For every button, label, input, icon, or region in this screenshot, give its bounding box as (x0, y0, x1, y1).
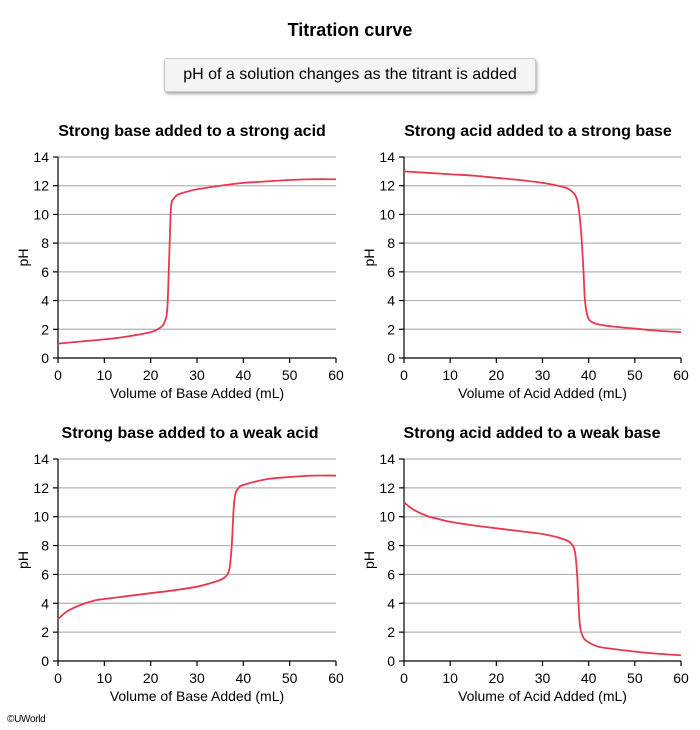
y-tick-label: 4 (387, 293, 395, 309)
y-tick-label: 10 (379, 509, 395, 525)
x-tick-label: 50 (282, 367, 298, 383)
x-tick-label: 10 (97, 670, 113, 686)
x-axis-label: Volume of Base Added (mL) (110, 385, 284, 401)
x-tick-label: 40 (581, 670, 597, 686)
y-tick-label: 8 (387, 235, 395, 251)
titration-curve (403, 501, 682, 657)
copyright-credit: ©UWorld (7, 714, 46, 725)
chart-title: Strong acid added to a weak base (404, 425, 661, 442)
y-tick-label: 14 (33, 451, 49, 467)
y-tick-label: 6 (387, 264, 395, 280)
y-tick-label: 8 (387, 538, 395, 554)
y-tick-label: 4 (387, 595, 395, 611)
chart-title: Strong base added to a weak acid (62, 425, 319, 442)
titration-curve (57, 178, 337, 345)
x-tick-label: 0 (54, 367, 62, 383)
y-tick-label: 6 (387, 566, 395, 582)
x-tick-label: 60 (328, 367, 344, 383)
y-tick-label: 8 (41, 538, 49, 554)
x-axis-label: Volume of Acid Added (mL) (458, 688, 627, 704)
x-tick-label: 30 (535, 670, 551, 686)
x-tick-label: 60 (673, 670, 689, 686)
y-axis-label: pH (15, 551, 31, 569)
y-tick-label: 2 (41, 624, 49, 640)
x-tick-label: 20 (143, 670, 159, 686)
x-tick-label: 40 (581, 367, 597, 383)
y-tick-label: 14 (379, 149, 395, 165)
x-tick-label: 0 (54, 670, 62, 686)
y-tick-label: 12 (33, 178, 49, 194)
y-tick-label: 12 (33, 480, 49, 496)
y-tick-label: 0 (387, 653, 395, 669)
x-tick-label: 0 (400, 670, 408, 686)
chart-title: Strong base added to a strong acid (58, 123, 326, 140)
y-axis-label: pH (361, 551, 377, 569)
x-tick-label: 10 (442, 367, 458, 383)
x-tick-label: 30 (189, 367, 205, 383)
y-tick-label: 10 (33, 206, 49, 222)
y-tick-label: 8 (41, 235, 49, 251)
x-tick-label: 10 (442, 670, 458, 686)
x-tick-label: 20 (143, 367, 159, 383)
y-tick-label: 12 (379, 480, 395, 496)
x-tick-label: 40 (236, 670, 252, 686)
y-tick-label: 10 (33, 509, 49, 525)
x-tick-label: 40 (236, 367, 252, 383)
y-tick-label: 2 (387, 624, 395, 640)
y-tick-label: 14 (33, 149, 49, 165)
x-tick-label: 50 (282, 670, 298, 686)
x-tick-label: 50 (627, 367, 643, 383)
subtitle-box: pH of a solution changes as the titrant … (164, 58, 536, 92)
chart-title: Strong acid added to a strong base (404, 123, 672, 140)
y-tick-label: 12 (379, 178, 395, 194)
titration-curve (57, 474, 337, 620)
y-axis-label: pH (15, 249, 31, 267)
y-tick-label: 0 (387, 350, 395, 366)
y-axis-label: pH (361, 249, 377, 267)
x-tick-label: 30 (189, 670, 205, 686)
x-tick-label: 20 (489, 367, 505, 383)
x-tick-label: 50 (627, 670, 643, 686)
y-tick-label: 14 (379, 451, 395, 467)
y-tick-label: 10 (379, 206, 395, 222)
y-tick-label: 6 (41, 264, 49, 280)
x-tick-label: 60 (673, 367, 689, 383)
x-tick-label: 0 (400, 367, 408, 383)
x-tick-label: 60 (328, 670, 344, 686)
y-tick-label: 2 (41, 321, 49, 337)
y-tick-label: 0 (41, 350, 49, 366)
x-tick-label: 30 (535, 367, 551, 383)
y-tick-label: 6 (41, 566, 49, 582)
figure-title: Titration curve (287, 20, 413, 40)
titration-curve (403, 170, 682, 334)
x-tick-label: 20 (489, 670, 505, 686)
y-tick-label: 4 (41, 293, 49, 309)
y-tick-label: 4 (41, 595, 49, 611)
x-axis-label: Volume of Base Added (mL) (110, 688, 284, 704)
y-tick-label: 0 (41, 653, 49, 669)
x-tick-label: 10 (97, 367, 113, 383)
y-tick-label: 2 (387, 321, 395, 337)
x-axis-label: Volume of Acid Added (mL) (458, 385, 627, 401)
